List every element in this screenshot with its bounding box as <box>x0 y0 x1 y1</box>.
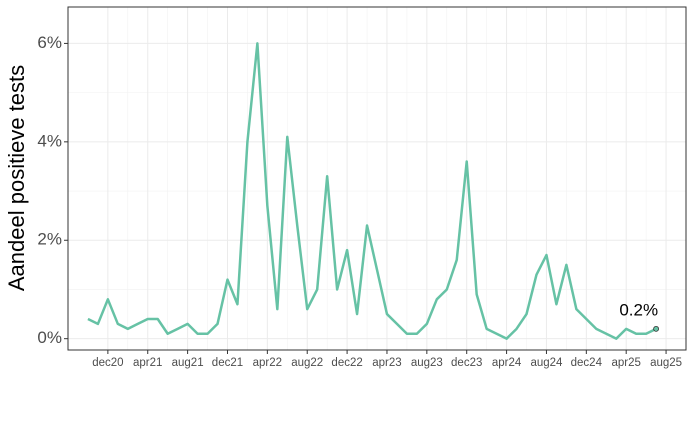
x-tick-label: dec24 <box>571 357 603 369</box>
y-tick-label: 2% <box>37 230 62 249</box>
annotation: 0.2% <box>619 300 658 319</box>
x-tick-label: apr22 <box>253 357 282 369</box>
x-tick-label: aug22 <box>291 357 323 369</box>
x-tick-label: dec21 <box>212 357 243 369</box>
x-tick-label: apr21 <box>133 357 162 369</box>
x-tick-label: dec20 <box>92 357 123 369</box>
y-tick-label: 0% <box>37 328 62 347</box>
x-tick-label: apr24 <box>492 357 522 369</box>
x-tick-label: aug23 <box>411 357 443 369</box>
y-tick-label: 6% <box>37 33 62 52</box>
x-tick-label: aug21 <box>172 357 204 369</box>
x-tick-label: aug25 <box>650 357 682 369</box>
y-axis-label: Aandeel positieve tests <box>4 65 29 291</box>
x-tick-label: aug24 <box>530 357 563 369</box>
panel-border <box>67 6 687 351</box>
y-tick-label: 4% <box>37 131 62 150</box>
x-tick-label: apr25 <box>611 357 640 369</box>
x-tick-label: dec22 <box>331 357 362 369</box>
line <box>87 42 657 340</box>
x-tick-label: dec23 <box>451 357 482 369</box>
end-point <box>653 325 659 332</box>
x-tick-label: apr23 <box>372 357 401 369</box>
